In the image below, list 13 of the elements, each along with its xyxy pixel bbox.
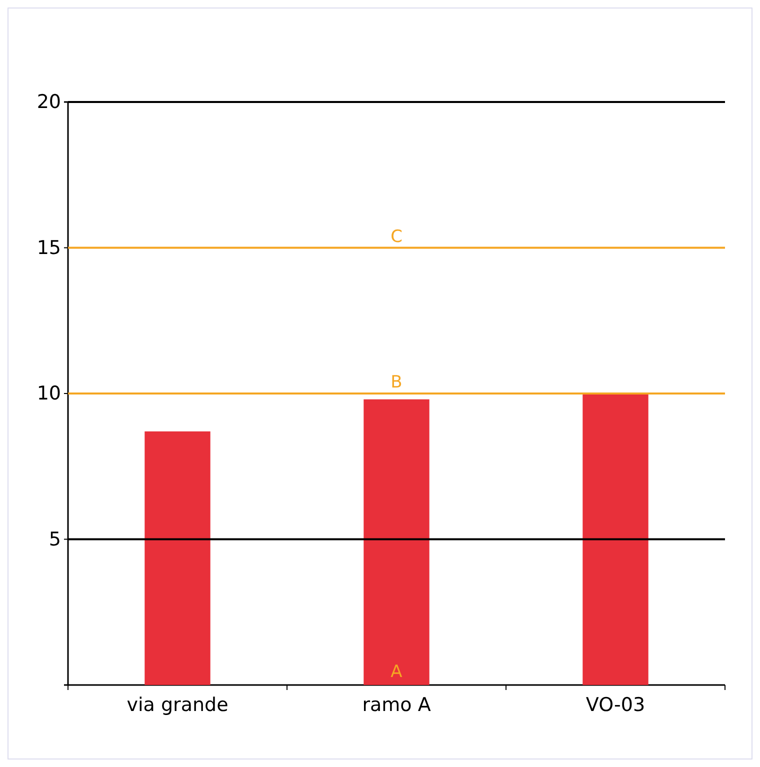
y-tick-label: 5 bbox=[48, 528, 61, 550]
annotation: A bbox=[390, 662, 403, 682]
y-tick-label: 15 bbox=[36, 236, 61, 259]
bar bbox=[364, 399, 430, 685]
bar bbox=[582, 394, 648, 685]
y-tick-label: 20 bbox=[36, 91, 61, 114]
ref-line-label: B bbox=[390, 372, 402, 392]
y-tick-label: 10 bbox=[36, 382, 61, 405]
x-tick-label: ramo A bbox=[362, 694, 431, 716]
ref-line-label: C bbox=[390, 226, 402, 247]
bar bbox=[144, 431, 210, 685]
x-tick-label: via grande bbox=[126, 694, 228, 716]
x-tick-label: VO-03 bbox=[586, 694, 646, 716]
